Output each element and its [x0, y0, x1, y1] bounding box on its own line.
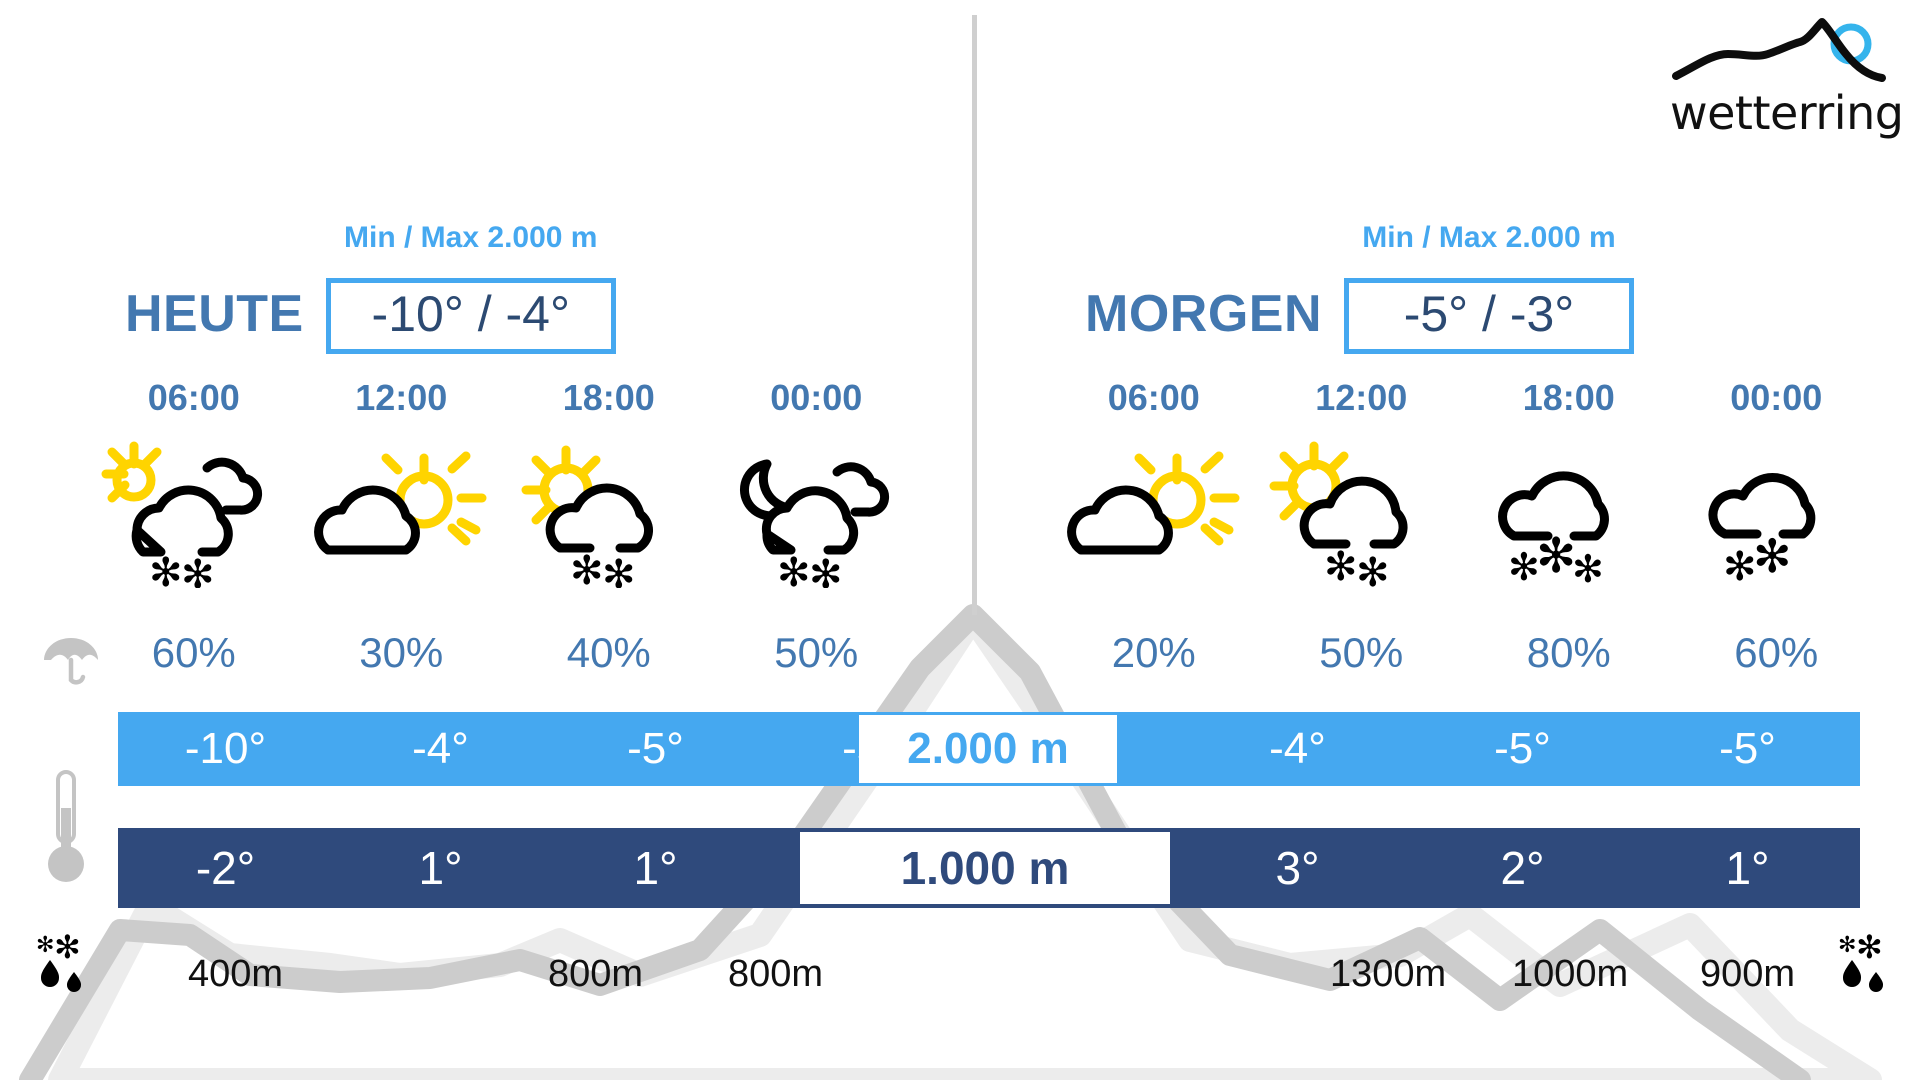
- hour-time-label: 12:00: [355, 377, 448, 418]
- day-panel-tomorrow: MORGEN Min / Max 2.000 m -5° / -3° 06:00: [960, 0, 1920, 1080]
- day-header: HEUTE Min / Max 2.000 m -10° / -4°: [125, 223, 616, 354]
- temp-value-1000m: 3°: [1275, 842, 1320, 894]
- snowline-label: 800m: [548, 953, 644, 995]
- minmax-caption: Min / Max 2.000 m: [344, 221, 598, 254]
- day-panel-today: HEUTE Min / Max 2.000 m -10° / -4° 06:00: [40, 223, 920, 692]
- svg-text:✻: ✻: [570, 548, 604, 588]
- temp-value-2000m: -4°: [412, 724, 469, 773]
- weather-icon-cloud-snow: ✻ ✻: [1681, 438, 1871, 588]
- hour-time-label: 00:00: [1730, 377, 1823, 418]
- weather-icon-sun-cloud-snow: ✻ ✻: [514, 438, 704, 588]
- hour-column[interactable]: 00:00 ✻ ✻: [1673, 380, 1881, 588]
- svg-text:✻: ✻: [1508, 545, 1540, 588]
- minmax-box: -5° / -3°: [1344, 278, 1634, 354]
- snowline-label: 900m: [1700, 953, 1796, 995]
- hour-time-label: 18:00: [1522, 377, 1615, 418]
- hour-column[interactable]: 12:00: [298, 380, 506, 588]
- temp-value-2000m: -5°: [627, 724, 684, 773]
- temp-value-1000m: -2°: [195, 842, 256, 894]
- hour-column[interactable]: 00:00 ✻ ✻: [713, 380, 921, 588]
- weather-icon-sun-cloud: [306, 438, 496, 588]
- weather-icon-cloud-heavy-snow: ✻ ✻ ✻: [1474, 438, 1664, 588]
- precipitation-value: 30%: [359, 629, 444, 676]
- mountain-sun-logo-icon: [1672, 18, 1886, 82]
- precipitation-row: 60% 30% 40% 50%: [90, 632, 920, 674]
- hour-time-label: 00:00: [770, 377, 863, 418]
- minmax-box: -10° / -4°: [325, 278, 616, 354]
- temp-value-1000m: 1°: [633, 842, 678, 894]
- hour-time-label: 06:00: [1107, 377, 1200, 418]
- svg-text:✻: ✻: [1356, 550, 1390, 588]
- day-divider: [972, 15, 977, 615]
- hourly-row: 06:00 ✻ ✻: [90, 380, 920, 588]
- precipitation-value: 40%: [566, 629, 651, 676]
- svg-text:✻: ✻: [36, 933, 54, 958]
- snowline-label: 1300m: [1330, 953, 1447, 995]
- snowline-label: 800m: [728, 953, 824, 995]
- temp-value-2000m: -4°: [1269, 724, 1326, 773]
- precipitation-value: 60%: [1734, 629, 1819, 676]
- hour-column[interactable]: 18:00 ✻ ✻ ✻: [1465, 380, 1673, 588]
- svg-text:✻: ✻: [181, 552, 215, 588]
- svg-text:✻: ✻: [149, 550, 183, 588]
- minmax-value: -5° / -3°: [1403, 286, 1575, 342]
- temp-value-2000m: -5°: [1494, 724, 1551, 773]
- precipitation-value: 20%: [1111, 629, 1196, 676]
- minmax-group: Min / Max 2.000 m -10° / -4°: [325, 223, 616, 354]
- day-name-label: HEUTE: [125, 285, 304, 343]
- altitude-label-2000m: 2.000 m: [859, 712, 1117, 786]
- umbrella-icon: [40, 630, 102, 692]
- hour-time-label: 12:00: [1315, 377, 1408, 418]
- minmax-caption: Min / Max 2.000 m: [1362, 221, 1616, 254]
- svg-text:✻: ✻: [777, 550, 811, 588]
- day-name-label: MORGEN: [1085, 285, 1322, 343]
- minmax-group: Min / Max 2.000 m -5° / -3°: [1344, 223, 1634, 354]
- weather-icon-sun-cloud: [1059, 438, 1249, 588]
- temp-value-1000m: 2°: [1500, 842, 1545, 894]
- hour-column[interactable]: 06:00: [1050, 380, 1258, 588]
- hour-column[interactable]: 06:00 ✻ ✻: [90, 380, 298, 588]
- snowline-label: 400m: [188, 953, 284, 995]
- temp-value-1000m: 1°: [1725, 842, 1770, 894]
- snow-rain-icon: ✻ ✻: [36, 928, 96, 1002]
- hourly-row: 06:00 12:00: [1050, 380, 1880, 588]
- precipitation-row: 20% 50% 80% 60%: [1050, 632, 1880, 674]
- svg-text:✻: ✻: [54, 930, 81, 966]
- precipitation-value: 50%: [1319, 629, 1404, 676]
- precipitation-value: 60%: [151, 629, 236, 676]
- temperature-bar-2000m-today: -10° -4° -5° -5°: [118, 712, 978, 786]
- svg-text:✻: ✻: [1536, 528, 1576, 584]
- temp-value-2000m: -5°: [1719, 724, 1776, 773]
- hour-time-label: 18:00: [562, 377, 655, 418]
- weather-icon-moon-clouds-snow: ✻ ✻: [721, 438, 911, 588]
- wetterring-logo[interactable]: wetterring: [1670, 14, 1904, 136]
- hour-time-label: 06:00: [147, 377, 240, 418]
- svg-text:✻: ✻: [809, 552, 843, 588]
- weather-icon-sun-clouds-snow: ✻ ✻: [99, 438, 289, 588]
- hour-column[interactable]: 18:00 ✻ ✻: [505, 380, 713, 588]
- snow-rain-icon: ✻ ✻: [1838, 928, 1898, 1002]
- thermometer-icon: [44, 768, 88, 888]
- snowline-label: 1000m: [1512, 953, 1629, 995]
- precipitation-value: 80%: [1526, 629, 1611, 676]
- day-header: MORGEN Min / Max 2.000 m -5° / -3°: [1085, 223, 1634, 354]
- temp-value-1000m: 1°: [418, 842, 463, 894]
- temp-value-2000m: -10°: [184, 724, 267, 773]
- minmax-value: -10° / -4°: [371, 286, 570, 342]
- svg-text:✻: ✻: [1572, 547, 1604, 588]
- weather-icon-sun-cloud-snow: ✻ ✻: [1266, 438, 1456, 588]
- svg-text:✻: ✻: [1753, 529, 1792, 583]
- altitude-label-1000m: 1.000 m: [800, 828, 1170, 908]
- hour-column[interactable]: 12:00 ✻ ✻: [1258, 380, 1466, 588]
- svg-text:✻: ✻: [602, 552, 636, 588]
- svg-text:✻: ✻: [1838, 933, 1856, 958]
- precipitation-value: 50%: [774, 629, 859, 676]
- logo-wordmark: wetterring: [1670, 86, 1904, 140]
- svg-text:✻: ✻: [1723, 544, 1757, 588]
- svg-text:✻: ✻: [1856, 930, 1883, 966]
- svg-text:✻: ✻: [1324, 544, 1358, 588]
